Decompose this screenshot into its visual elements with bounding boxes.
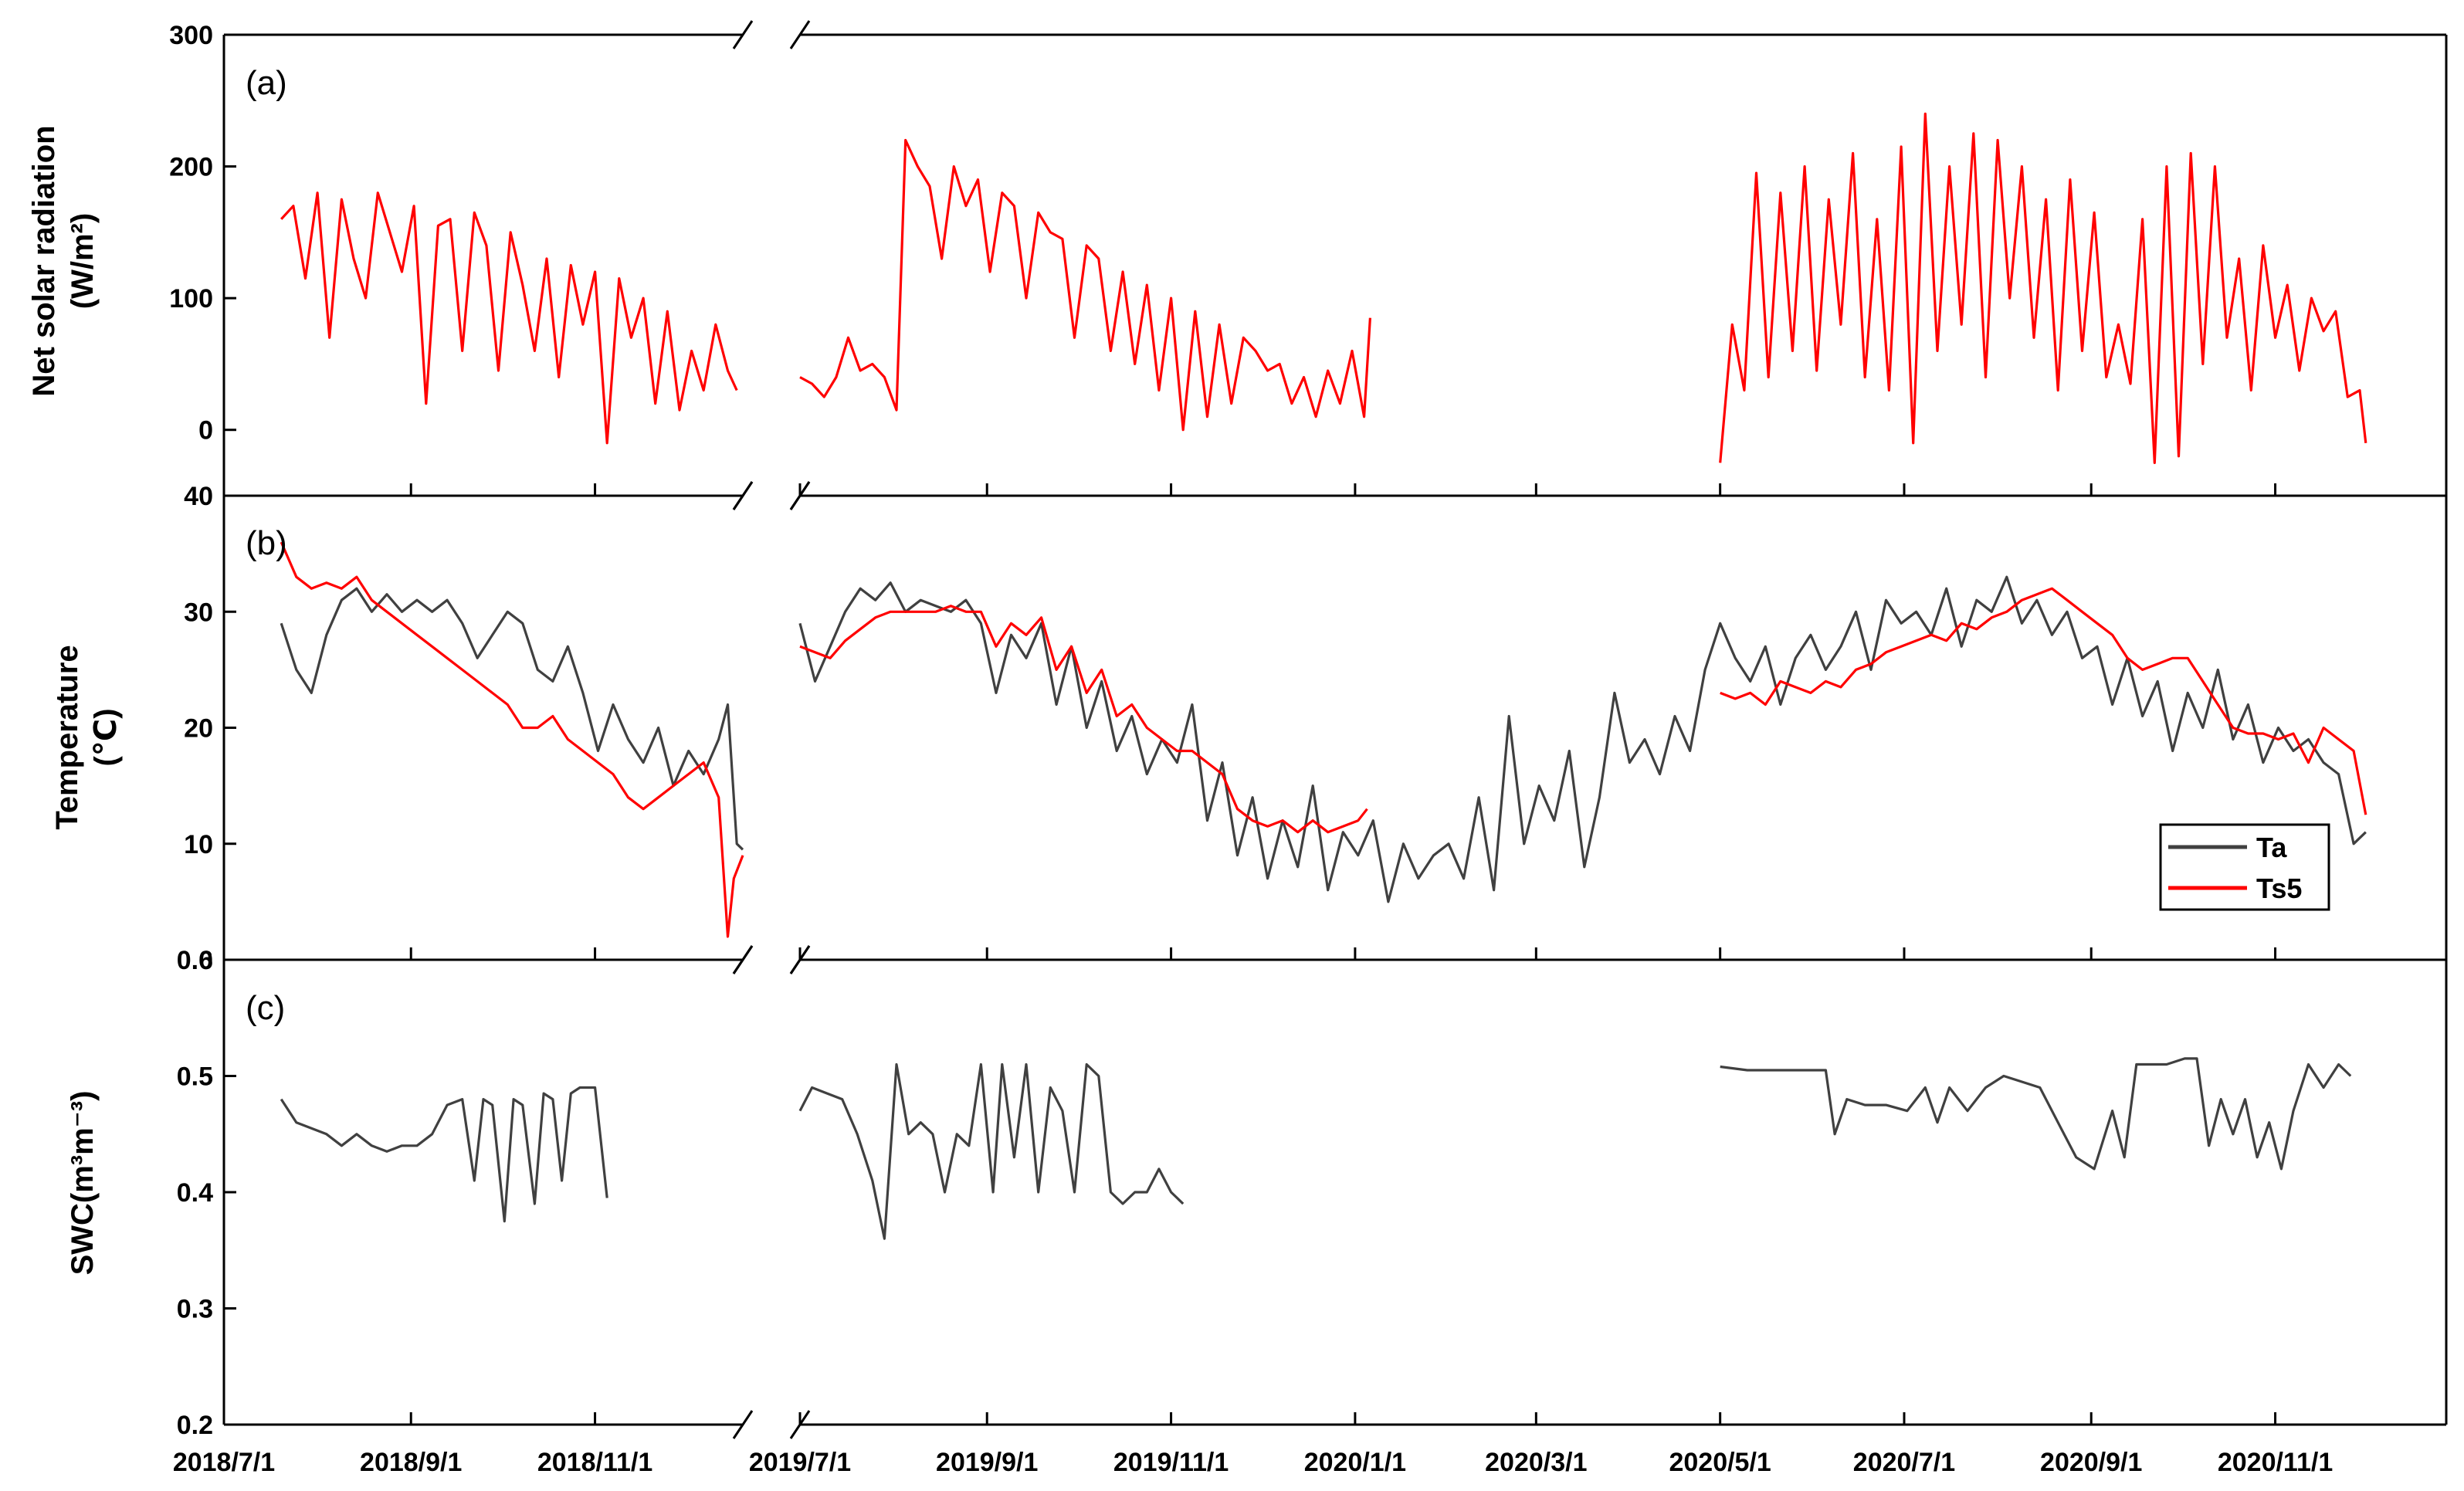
x-tick-label: 2018/11/1 — [537, 1448, 652, 1477]
y-tick-label: 0.2 — [177, 1411, 213, 1440]
series-ta-segment-2 — [798, 575, 2367, 903]
panel-label-b: (b) — [246, 524, 287, 562]
plot-area — [280, 541, 2367, 938]
y-axis-title-a: Net solar radiation — [27, 125, 61, 396]
series-ts5-segment-1 — [280, 541, 744, 938]
series-line-segment-1 — [280, 1086, 608, 1223]
legend-label-ts5: Ts5 — [2256, 873, 2302, 904]
x-tick-label: 2019/9/1 — [936, 1448, 1038, 1477]
x-tick-label: 2019/7/1 — [749, 1448, 851, 1477]
y-tick-label: 40 — [184, 482, 213, 511]
y-tick-label: 0.4 — [177, 1178, 213, 1208]
series-line-segment-2 — [799, 138, 1371, 432]
plot-area — [280, 1057, 2352, 1240]
legend-box — [2159, 823, 2330, 911]
series-ts5-segment-2 — [799, 605, 1368, 834]
y-tick-label: 100 — [169, 284, 213, 313]
panel-label-a: (a) — [246, 64, 287, 102]
panel-c: 0.2 0.3 0.4 0.5 0.6 — [177, 945, 2448, 1440]
plot-area — [280, 112, 2367, 465]
series-line-segment-3 — [1719, 112, 2367, 465]
y-tick-label: 20 — [184, 714, 213, 744]
x-tick-label: 2020/11/1 — [2218, 1448, 2333, 1477]
x-tick-label: 2018/9/1 — [360, 1448, 462, 1477]
series-line-segment-2 — [798, 1062, 1185, 1240]
panel-label-c: (c) — [246, 989, 285, 1027]
series-line-segment-1 — [280, 191, 738, 445]
x-tick-label: 2020/5/1 — [1669, 1448, 1771, 1477]
x-tick-label: 2020/9/1 — [2040, 1448, 2142, 1477]
x-tick-label: 2019/11/1 — [1113, 1448, 1229, 1477]
series-ts5-segment-3 — [1720, 587, 2367, 815]
y-axis-unit-b: (℃) — [89, 708, 123, 766]
axis-break-mark — [732, 945, 754, 974]
y-tick-label: 0.5 — [177, 1062, 213, 1092]
y-tick-label: 10 — [184, 830, 213, 859]
axis-break-mark — [732, 1410, 754, 1439]
legend-label-ta: Ta — [2256, 832, 2287, 863]
y-tick-label: 30 — [184, 598, 213, 627]
y-tick-label: 0 — [198, 946, 213, 975]
y-tick-label: 300 — [169, 21, 213, 50]
y-axis-title-c: SWC(m³m⁻³) — [66, 1091, 100, 1276]
x-tick-label: 2020/1/1 — [1304, 1448, 1406, 1477]
series-line-segment-3 — [1720, 1057, 2352, 1171]
x-tick-label: 2018/7/1 — [173, 1448, 275, 1477]
axis-break-mark — [732, 20, 754, 49]
axis-break-mark — [732, 481, 754, 510]
x-tick-label: 2020/3/1 — [1485, 1448, 1587, 1477]
legend: Ta Ts5 — [2159, 823, 2330, 911]
series-ta-segment-1 — [280, 587, 744, 851]
y-tick-label: 200 — [169, 153, 213, 182]
x-axis: 2018/7/1 2018/9/1 2018/11/1 2019/7/1 2019/9/… — [173, 483, 2333, 1477]
y-tick-label: 0.3 — [177, 1295, 213, 1324]
x-tick-label: 2020/7/1 — [1853, 1448, 1955, 1477]
y-axis-title-b: Temperature — [50, 645, 84, 829]
y-tick-label: 0.6 — [177, 946, 213, 975]
y-axis-unit-a: (W/m²) — [66, 213, 100, 309]
axis-break-mark — [789, 20, 811, 49]
y-tick-label: 0 — [198, 416, 213, 446]
